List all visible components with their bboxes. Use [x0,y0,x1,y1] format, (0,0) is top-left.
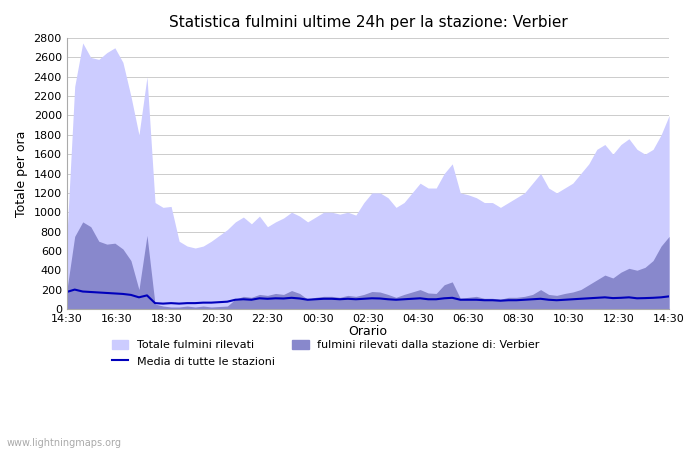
Text: www.lightningmaps.org: www.lightningmaps.org [7,438,122,448]
Title: Statistica fulmini ultime 24h per la stazione: Verbier: Statistica fulmini ultime 24h per la sta… [169,15,567,30]
X-axis label: Orario: Orario [349,325,387,338]
Legend: Totale fulmini rilevati, Media di tutte le stazioni, fulmini rilevati dalla staz: Totale fulmini rilevati, Media di tutte … [107,335,544,371]
Y-axis label: Totale per ora: Totale per ora [15,130,28,217]
